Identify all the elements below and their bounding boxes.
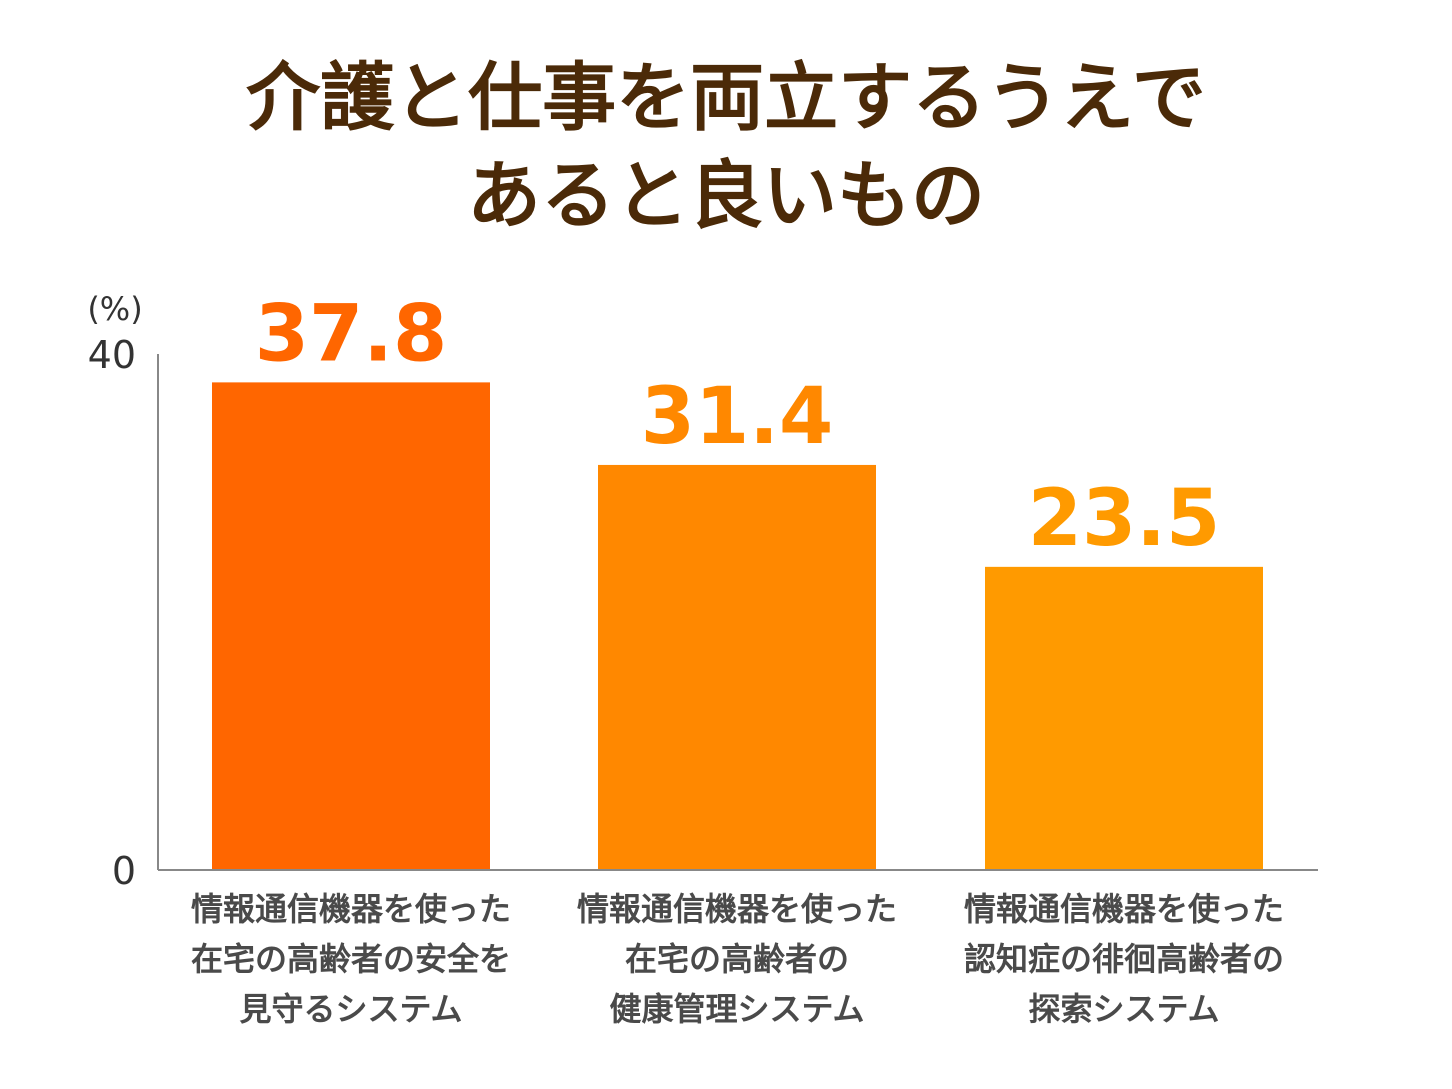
value-label-3: 23.5 [1028, 474, 1220, 564]
category-label-1: 情報通信機器を使った 在宅の高齢者の安全を 見守るシステム [161, 884, 541, 1034]
category-label-2-line-2: 在宅の高齢者の [624, 940, 849, 978]
y-tick-label-40: 40 [88, 333, 136, 377]
category-label-3: 情報通信機器を使った 認知症の徘徊高齢者の 探索システム [934, 884, 1314, 1034]
category-label-1-line-1: 情報通信機器を使った [190, 890, 511, 928]
chart-title-line-2: あると良いもの [467, 153, 985, 239]
bar-2 [598, 464, 876, 870]
category-label-2: 情報通信機器を使った 在宅の高齢者の 健康管理システム [547, 884, 927, 1034]
value-label-2: 31.4 [641, 372, 833, 462]
category-label-1-line-2: 在宅の高齢者の安全を [190, 940, 511, 978]
y-axis-unit-label: (%) [87, 290, 142, 328]
category-label-3-line-2: 認知症の徘徊高齢者の [963, 940, 1284, 978]
chart-title-line-1: 介護と仕事を両立するうえで [246, 55, 1206, 141]
category-label-1-line-3: 見守るシステム [239, 990, 463, 1028]
category-label-2-line-3: 健康管理システム [609, 990, 865, 1028]
category-label-3-line-3: 探索システム [1028, 990, 1220, 1028]
bar-3 [985, 566, 1263, 870]
category-label-3-line-1: 情報通信機器を使った [963, 890, 1284, 928]
value-label-1: 37.8 [255, 289, 447, 379]
category-label-2-line-1: 情報通信機器を使った [576, 890, 897, 928]
y-tick-label-0: 0 [112, 849, 136, 893]
bar-1 [212, 382, 490, 870]
